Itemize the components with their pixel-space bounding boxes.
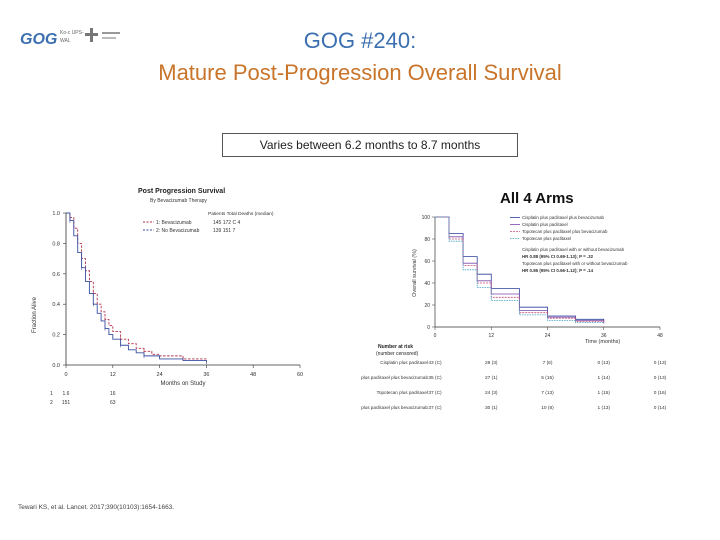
chart-all-4-arms: All 4 Arms Overall survival (%) Time (mo…: [360, 190, 667, 411]
risk-cell: 43 (C): [428, 360, 442, 366]
series-line-2: [66, 212, 207, 362]
slide-title: GOG #240:: [303, 28, 417, 53]
chart-left-risk-table: 1 1.6 16 2 151 63: [50, 391, 116, 406]
chart-left-legend: 1: Bevacizumab 145 172 C 4 2: No Bevaciz…: [143, 220, 240, 234]
chart-left-xlabel: Months on Study: [160, 381, 205, 387]
risk-header-line1: Number at risk: [378, 344, 413, 350]
chart-right-title: All 4 Arms: [500, 190, 574, 207]
risk-cell: 16: [110, 391, 116, 397]
y-tick-label: 60: [424, 259, 430, 265]
cross-logo-icon: [85, 28, 120, 42]
chart-left-axes: 0.0 0.2 0.4 0.6 0.8 1.0 0 12 24 36 48 60: [52, 211, 303, 378]
risk-cell: 0 (13): [654, 375, 667, 381]
y-tick-label: 100: [422, 215, 431, 221]
y-tick-label: 0.0: [52, 363, 60, 369]
x-tick-label: 60: [297, 372, 303, 378]
legend-text: Cisplatin plus paclitaxel with or withou…: [522, 247, 625, 252]
legend-text: HR 0.86 (95% CI 0.66-1.12); P = .14: [522, 268, 594, 273]
legend-text: Cisplatin plus paclitaxel plus bevacizum…: [522, 215, 605, 220]
series-line-1: [66, 212, 207, 360]
risk-row-label: Cisplatin plus paclitaxel: [380, 360, 428, 365]
chart-right-series: [435, 216, 605, 324]
risk-cell: 0 (13): [654, 360, 667, 366]
y-tick-label: 0: [427, 325, 430, 331]
sponsor-logos: GOG Ko-c UPS- WAL: [18, 20, 128, 54]
risk-row-label: 2: [50, 400, 53, 406]
y-tick-label: 0.8: [52, 241, 60, 247]
risk-row-label: Topotecan plus paclitaxel: [377, 390, 428, 395]
legend-item-no-bevacizumab: 2: No Bevacizumab: [156, 228, 200, 234]
legend-text: Topotecan plus paclitaxel plus bevacizum…: [522, 229, 608, 234]
chart-left-ylabel: Fraction Alive: [32, 296, 38, 333]
y-tick-label: 20: [424, 303, 430, 309]
series-line-arm-3: [435, 216, 605, 324]
callout-box: Varies between 6.2 months to 8.7 months: [222, 133, 518, 157]
chart-right-xlabel: Time (months): [585, 339, 620, 345]
y-tick-label: 0.6: [52, 272, 60, 278]
risk-row-label: Cisplatin plus paclitaxel plus bevacizum…: [360, 375, 428, 380]
risk-cell: 5 (15): [541, 375, 554, 381]
risk-cell: 0 (14): [654, 405, 667, 411]
citation: Tewari KS, et al. Lancet. 2017;390(10103…: [18, 504, 175, 511]
risk-cell: 1 (13): [597, 405, 610, 411]
legend-text: HR 0.88 (95% CI 0.69-1.13); P = .32: [522, 254, 594, 259]
legend-text: Topotecan plus paclitaxel: [522, 236, 571, 241]
risk-cell: 63: [110, 400, 116, 406]
chart-post-progression-survival: Post Progression Survival By Bevacizumab…: [32, 188, 303, 406]
risk-cell: 1.6: [63, 391, 70, 397]
legend-values-no-bevacizumab: 139 151 7: [213, 228, 235, 234]
risk-cell: 7 (6): [543, 360, 553, 366]
risk-cell: 30 (1): [485, 405, 498, 411]
risk-cell: 27 (1): [485, 375, 498, 381]
risk-cell: 28 (3): [485, 360, 498, 366]
risk-cell: 1 (14): [597, 375, 610, 381]
y-tick-label: 1.0: [52, 211, 60, 217]
logo-subtext-1: Ko-c UPS-: [60, 30, 84, 36]
risk-cell: 151: [62, 400, 71, 406]
risk-cell: 0 (16): [654, 390, 667, 396]
risk-row-label: Topotecan plus paclitaxel plus bevacizum…: [360, 405, 428, 410]
logo-subtext-2: WAL: [60, 38, 71, 44]
x-tick-label: 48: [657, 333, 663, 339]
risk-header-line2: (number censored): [376, 351, 419, 357]
slide-subtitle: Mature Post-Progression Overall Survival: [158, 60, 562, 85]
chart-left-title: Post Progression Survival: [138, 188, 225, 195]
chart-right-ylabel: Overall survival (%): [412, 249, 418, 297]
risk-cell: 1 (15): [597, 390, 610, 396]
risk-cell: 37 (C): [428, 405, 442, 411]
y-tick-label: 40: [424, 281, 430, 287]
y-tick-label: 0.2: [52, 333, 60, 339]
x-tick-label: 48: [250, 372, 256, 378]
risk-cell: 10 (8): [541, 405, 554, 411]
gog-logo: GOG: [20, 31, 57, 48]
chart-right-risk-table: Number at risk (number censored) Cisplat…: [360, 344, 667, 411]
x-tick-label: 12: [488, 333, 494, 339]
x-tick-label: 36: [203, 372, 209, 378]
risk-cell: 24 (3): [485, 390, 498, 396]
x-tick-label: 36: [601, 333, 607, 339]
chart-right-axes: 0 20 40 60 80 100 0 12 24 36 48: [422, 215, 663, 339]
x-tick-label: 0: [434, 333, 437, 339]
x-tick-label: 0: [64, 372, 67, 378]
x-tick-label: 12: [110, 372, 116, 378]
y-tick-label: 0.4: [52, 302, 60, 308]
risk-cell: 35 (C): [428, 375, 442, 381]
legend-text: Cisplatin plus paclitaxel: [522, 222, 568, 227]
chart-left-subtitle: By Bevacizumab Therapy: [150, 198, 207, 204]
chart-left-legend-header: Patients Total Deaths (median): [208, 211, 274, 217]
series-line-arm-4: [435, 216, 605, 324]
x-tick-label: 24: [157, 372, 163, 378]
legend-values-bevacizumab: 145 172 C 4: [213, 220, 240, 226]
chart-right-legend: Cisplatin plus paclitaxel plus bevacizum…: [510, 215, 628, 273]
risk-cell: 37 (C): [428, 390, 442, 396]
x-tick-label: 24: [545, 333, 551, 339]
y-tick-label: 80: [424, 237, 430, 243]
legend-item-bevacizumab: 1: Bevacizumab: [156, 220, 192, 226]
legend-text: Topotecan plus paclitaxel with or withou…: [522, 261, 628, 266]
risk-cell: 7 (13): [541, 390, 554, 396]
chart-left-series: [66, 212, 207, 364]
risk-row-label: 1: [50, 391, 53, 397]
risk-cell: 0 (13): [597, 360, 610, 366]
